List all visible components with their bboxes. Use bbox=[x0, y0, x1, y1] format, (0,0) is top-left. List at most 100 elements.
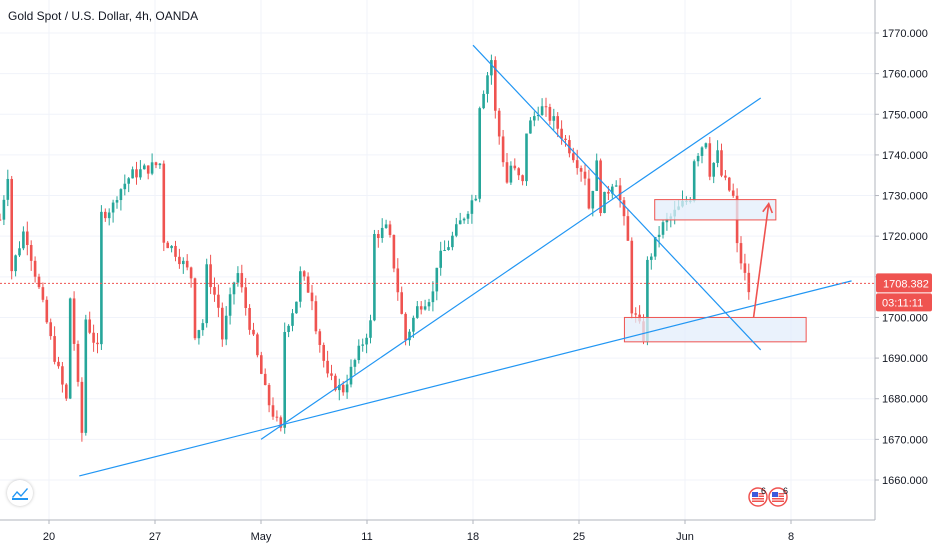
candle-body bbox=[240, 273, 244, 288]
candle-body bbox=[84, 319, 88, 433]
candle-body bbox=[478, 108, 481, 199]
time-axis[interactable]: 20 27 May 11 18 25 Jun 8 bbox=[0, 519, 875, 543]
candle-body bbox=[65, 384, 68, 399]
candle-body bbox=[517, 168, 520, 176]
candle-body bbox=[96, 342, 99, 345]
candle-body bbox=[326, 360, 329, 374]
candle-body bbox=[14, 255, 17, 272]
candle-body bbox=[37, 276, 41, 288]
candle-body bbox=[396, 268, 400, 293]
candle-body bbox=[423, 306, 427, 310]
candle-body bbox=[18, 248, 21, 256]
candle-body bbox=[513, 165, 517, 169]
candle-body bbox=[611, 186, 614, 194]
candle-body bbox=[302, 271, 306, 277]
us-flag-event-icon[interactable] bbox=[768, 487, 788, 507]
time-tick-label: 20 bbox=[43, 531, 55, 543]
candle-body bbox=[22, 231, 25, 249]
candle-body bbox=[166, 242, 169, 249]
price-axis[interactable]: 1660.000 1670.000 1680.000 1690.000 1700.000… bbox=[874, 0, 928, 520]
candle-body bbox=[150, 162, 154, 174]
candle-body bbox=[178, 256, 181, 265]
candle-body bbox=[53, 336, 56, 362]
candle-body bbox=[345, 384, 349, 393]
candle-body bbox=[349, 366, 353, 385]
candle-body bbox=[45, 299, 49, 323]
candle-body bbox=[369, 320, 372, 338]
candle-body bbox=[92, 332, 95, 343]
price-tick-label: 1770.000 bbox=[882, 28, 928, 40]
time-tick-label: 18 bbox=[467, 531, 479, 543]
candle-body bbox=[653, 237, 657, 257]
candle-body bbox=[494, 60, 497, 111]
price-tick-label: 1680.000 bbox=[882, 394, 928, 406]
candle-body bbox=[536, 115, 540, 117]
candle-body bbox=[72, 298, 76, 344]
candle-body bbox=[607, 191, 610, 194]
price-tick-label: 1740.000 bbox=[882, 150, 928, 162]
candle-body bbox=[591, 190, 595, 209]
candle-body bbox=[416, 306, 419, 318]
candle-body bbox=[107, 212, 111, 219]
candle-body bbox=[412, 317, 415, 332]
candle-body bbox=[747, 272, 751, 293]
chart-title: Gold Spot / U.S. Dollar, 4h, OANDA bbox=[8, 9, 199, 23]
candle-body bbox=[306, 276, 310, 293]
candle-body bbox=[497, 110, 501, 137]
candle-body bbox=[525, 133, 528, 182]
candle-body bbox=[470, 200, 474, 214]
candle-body bbox=[232, 282, 236, 295]
candle-body bbox=[388, 224, 392, 235]
candle-body bbox=[33, 260, 37, 277]
candle-body bbox=[205, 264, 208, 324]
candle-body bbox=[392, 234, 396, 269]
price-tick-label: 1660.000 bbox=[882, 475, 928, 487]
candle-body bbox=[560, 128, 563, 139]
us-flag-event-icon[interactable] bbox=[748, 487, 768, 507]
tradingview-logo[interactable] bbox=[7, 480, 33, 506]
candle-body bbox=[572, 153, 575, 161]
zone-rectangle bbox=[623, 316, 807, 343]
candle-body bbox=[0, 219, 2, 221]
candle-body bbox=[626, 216, 630, 241]
candle-body bbox=[564, 138, 567, 141]
candle-body bbox=[657, 234, 661, 238]
candle-body bbox=[373, 233, 376, 321]
candle-body bbox=[587, 178, 591, 209]
candle-body bbox=[377, 233, 380, 238]
candle-body bbox=[466, 213, 470, 219]
candle-body bbox=[583, 171, 587, 179]
candle-body bbox=[509, 165, 513, 183]
candle-body bbox=[603, 191, 606, 214]
candle-body bbox=[119, 189, 123, 201]
candle-body bbox=[490, 60, 493, 76]
candle-body bbox=[728, 177, 731, 191]
candle-body bbox=[224, 315, 228, 340]
candle-body bbox=[431, 291, 435, 303]
candle-body bbox=[88, 319, 91, 333]
candle-body bbox=[716, 150, 719, 163]
event-count: 6 bbox=[761, 486, 767, 496]
candle-body bbox=[533, 116, 536, 121]
trendline bbox=[260, 97, 762, 440]
candle-body bbox=[720, 150, 723, 176]
price-tick-label: 1760.000 bbox=[882, 69, 928, 81]
candle-body bbox=[361, 344, 364, 346]
candle-body bbox=[68, 298, 72, 399]
price-tick-label: 1730.000 bbox=[882, 191, 928, 203]
candle-body bbox=[193, 278, 197, 339]
event-count: 6 bbox=[783, 486, 789, 496]
candle-body bbox=[162, 163, 166, 243]
candle-body bbox=[29, 245, 33, 261]
time-tick-label: 27 bbox=[149, 531, 161, 543]
candle-body bbox=[552, 116, 556, 121]
candle-body bbox=[338, 384, 341, 391]
candle-body bbox=[505, 162, 509, 183]
time-tick-label: 11 bbox=[361, 531, 372, 543]
candle-body bbox=[135, 169, 138, 178]
candle-body bbox=[540, 106, 544, 116]
candle-body bbox=[279, 417, 283, 428]
candle-body bbox=[743, 263, 747, 273]
candle-body bbox=[427, 302, 431, 307]
